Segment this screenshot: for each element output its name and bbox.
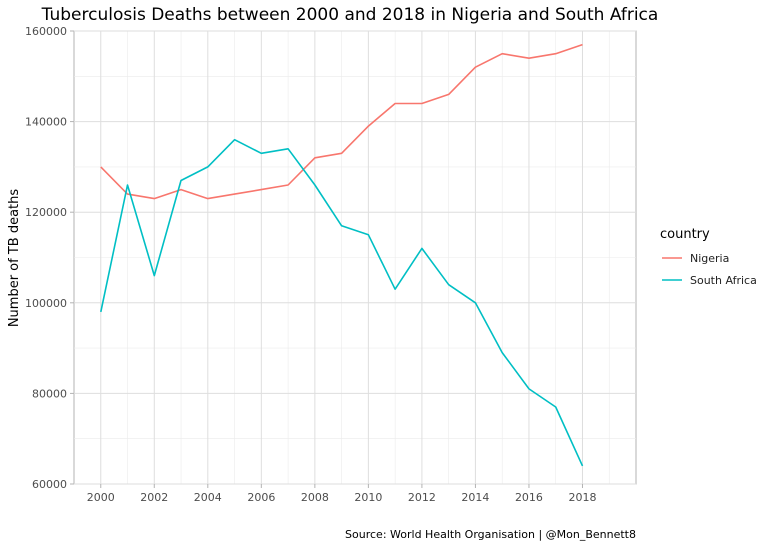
y-tick-label: 160000 — [25, 25, 67, 38]
y-tick-label: 80000 — [32, 387, 67, 400]
y-axis-label: Number of TB deaths — [7, 189, 22, 328]
legend-title: country — [660, 227, 710, 242]
series-lines — [100, 43, 584, 467]
y-axis-ticks: 60000 80000 100000 120000 140000 160000 — [25, 25, 74, 491]
legend-label-south-africa: South Africa — [690, 274, 757, 287]
x-tick-label: 2004 — [194, 491, 222, 504]
legend: country Nigeria South Africa — [660, 227, 757, 287]
x-tick-label: 2018 — [568, 491, 596, 504]
y-tick-label: 120000 — [25, 206, 67, 219]
series-line-south-africa — [100, 138, 584, 467]
x-tick-label: 2002 — [140, 491, 168, 504]
chart-title: Tuberculosis Deaths between 2000 and 201… — [41, 5, 659, 25]
y-tick-label: 100000 — [25, 297, 67, 310]
chart-caption: Source: World Health Organisation | @Mon… — [345, 528, 636, 541]
series-line-nigeria — [100, 43, 583, 200]
x-tick-label: 2000 — [87, 491, 115, 504]
x-tick-label: 2014 — [461, 491, 489, 504]
x-axis-ticks: 2000 2002 2004 2006 2008 2010 2012 2014 2016 2018 — [87, 484, 596, 504]
x-tick-label: 2008 — [301, 491, 329, 504]
x-tick-label: 2016 — [515, 491, 543, 504]
legend-label-nigeria: Nigeria — [690, 252, 729, 265]
x-tick-label: 2012 — [408, 491, 436, 504]
y-tick-label: 60000 — [32, 478, 67, 491]
grid — [74, 30, 636, 485]
x-tick-label: 2006 — [247, 491, 275, 504]
y-tick-label: 140000 — [25, 116, 67, 129]
x-tick-label: 2010 — [354, 491, 382, 504]
